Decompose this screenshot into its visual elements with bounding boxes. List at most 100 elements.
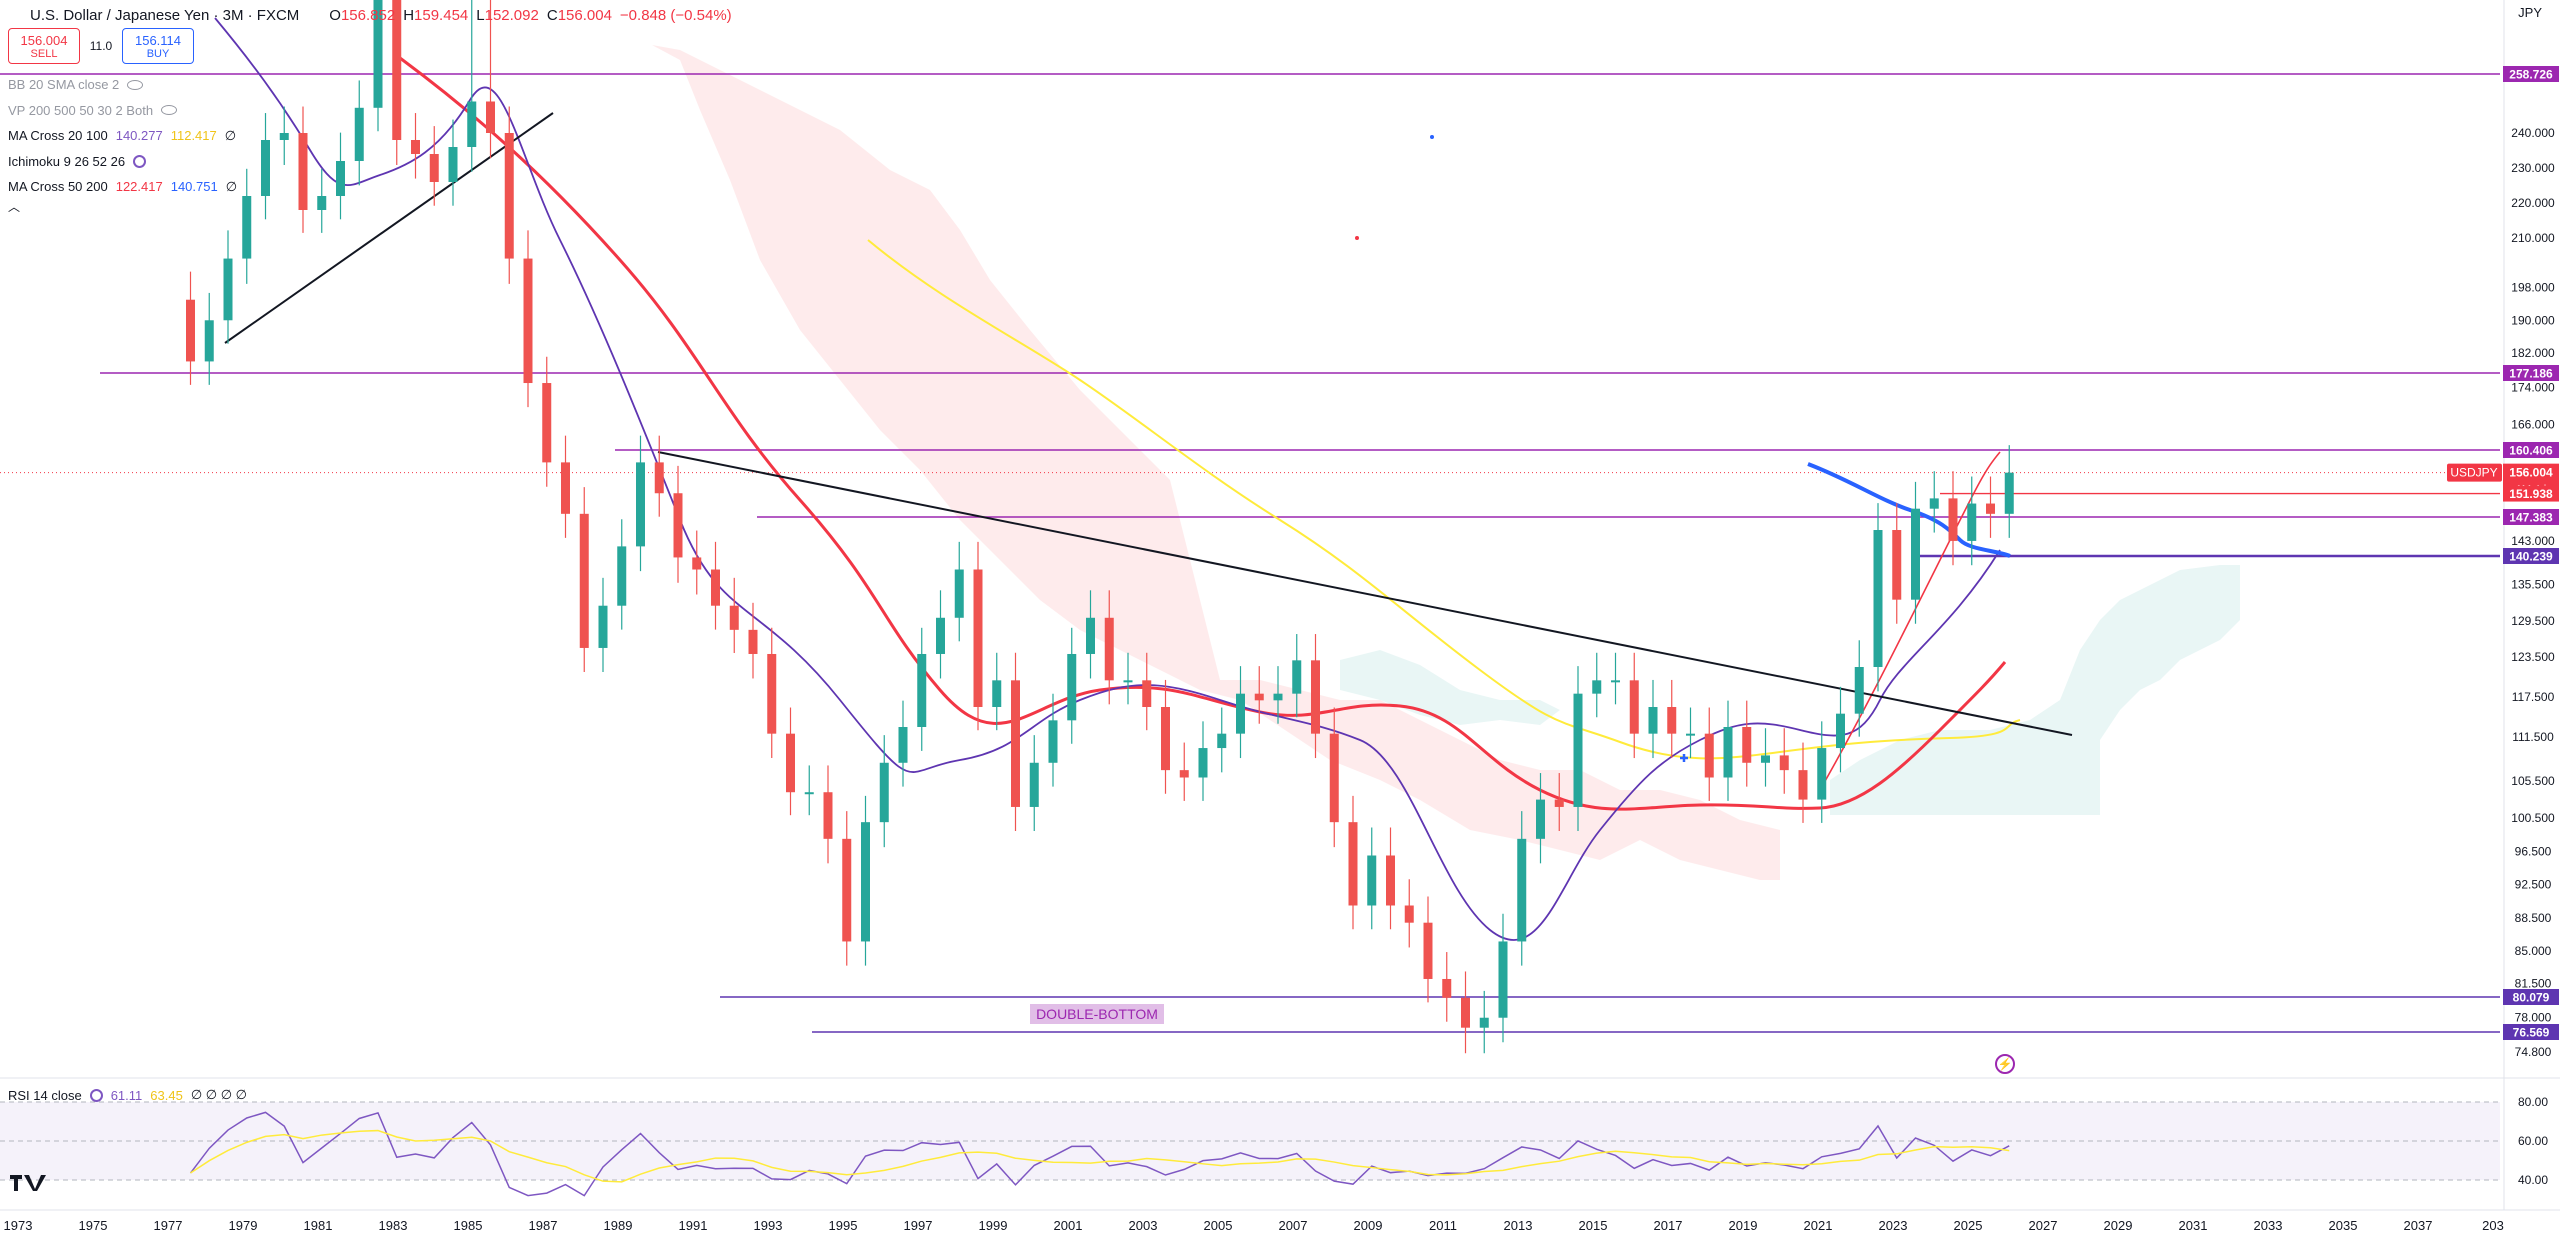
candle-body [711, 569, 720, 606]
currency-label[interactable]: JPY [2518, 5, 2542, 20]
tradingview-logo-icon[interactable] [10, 1173, 46, 1193]
ichimoku-cloud [652, 45, 2240, 880]
candle-body [1198, 748, 1208, 778]
time-tick-label: 1987 [529, 1218, 558, 1233]
candle-body [504, 133, 514, 259]
price-tick-label: 182.000 [2511, 346, 2555, 360]
rsi-empty-values: ∅ ∅ ∅ ∅ [190, 1087, 247, 1102]
time-axis[interactable]: 1973 1975 1977 1979 1981 1983 1985 1987 1989 1991… [0, 1209, 2560, 1233]
ma1-value-3: ∅ [224, 128, 237, 143]
dot-marker [1355, 236, 1359, 240]
price-tick-label: 92.500 [2515, 878, 2552, 892]
time-tick-label: 2011 [1429, 1218, 1457, 1233]
symbol-title[interactable]: U.S. Dollar / Japanese Yen · 3M · FXCM [30, 6, 300, 24]
price-tick-label: 100.500 [2511, 811, 2555, 825]
candle-body [1779, 755, 1789, 771]
candle-body [261, 140, 270, 196]
time-tick-label: 2019 [1729, 1218, 1758, 1233]
candle-body [1761, 755, 1770, 763]
level-tag [2503, 548, 2559, 564]
legend-ichimoku[interactable]: Ichimoku 9 26 52 26 [8, 149, 237, 175]
ma1-value-2: 112.417 [170, 128, 217, 143]
level-tag [2503, 442, 2559, 458]
candle-body [1892, 530, 1902, 600]
ma2-value-2: 140.751 [170, 179, 218, 194]
price-tick-label: 230.000 [2511, 161, 2555, 175]
candle-body [861, 822, 870, 942]
price-axis[interactable]: 258.726 177.186 160.406 147.383 140.239 80.07… [2447, 0, 2559, 1210]
candle-body [392, 0, 402, 140]
candle-body [692, 557, 702, 570]
candle-body [936, 617, 945, 654]
loading-icon [89, 1088, 103, 1102]
time-tick-label: 2021 [1804, 1218, 1833, 1233]
ichimoku-cloud-bullish [1340, 650, 1560, 725]
buy-button[interactable]: 156.114 BUY [122, 28, 194, 64]
rsi-line [189, 1111, 2010, 1197]
legend-bb[interactable]: BB 20 SMA close 2 [8, 72, 237, 98]
rsi-legend[interactable]: RSI 14 close 61.11 63.45 ∅ ∅ ∅ ∅ [8, 1087, 247, 1103]
level-tag [2503, 365, 2559, 381]
sell-price: 156.004 [20, 32, 68, 48]
candle-body [1217, 733, 1227, 749]
candle-body [1479, 1017, 1489, 1028]
legend-vp[interactable]: VP 200 500 50 30 2 Both [8, 98, 237, 124]
candle-body [636, 462, 645, 547]
candle-body [598, 605, 608, 648]
candle-body [1029, 762, 1039, 807]
price-tick-label: 111.500 [2512, 730, 2554, 744]
price-tick-label: 105.500 [2511, 774, 2555, 788]
candle-body [917, 653, 927, 727]
candle-body [842, 838, 852, 942]
candle-body [486, 101, 495, 133]
candle-body [1611, 680, 1620, 683]
candle-body [467, 101, 477, 147]
hidden-eye-icon[interactable] [161, 105, 178, 116]
price-tick-label: 166.000 [2511, 417, 2555, 431]
candle-body [411, 140, 420, 154]
collapse-chevron-icon[interactable]: ︿ [8, 199, 21, 214]
candle-body [279, 133, 289, 140]
candle-body [1442, 978, 1452, 998]
candle-body [1986, 503, 1995, 514]
level-tag [2503, 1024, 2559, 1040]
candle-body [298, 133, 308, 210]
ma-purple-line [214, 17, 2001, 941]
candle-body [748, 629, 758, 654]
time-tick-label: 2013 [1504, 1218, 1533, 1233]
ma1-value-1: 140.277 [115, 128, 163, 143]
candle-body [1742, 727, 1752, 763]
candle-body [579, 513, 589, 648]
rsi-tick-label: 40.00 [2518, 1173, 2548, 1187]
cross-marker [1680, 754, 1688, 762]
hidden-eye-icon[interactable] [127, 79, 144, 90]
candle-body [673, 493, 683, 558]
candle-body [1592, 680, 1602, 694]
candle-body [1686, 733, 1695, 736]
ohlc-item: L152.092 [476, 6, 539, 24]
price-tick-label: 88.500 [2515, 911, 2552, 925]
ma-blue-line [1807, 462, 2011, 558]
loading-icon [133, 154, 147, 168]
legend-ma-cross-1[interactable]: MA Cross 20 100 140.277 112.417 ∅ [8, 123, 237, 149]
ma-red-line [399, 56, 2007, 811]
time-tick-label: 1995 [829, 1218, 858, 1233]
price-tick-label: 190.000 [2511, 313, 2555, 327]
candle-body [542, 383, 552, 463]
sell-label: SELL [30, 47, 58, 60]
candle-body [992, 680, 1002, 707]
candle-body [1011, 680, 1020, 807]
sell-button[interactable]: 156.004 SELL [8, 28, 80, 64]
rsi-tick-label: 80.00 [2518, 1095, 2548, 1109]
time-tick-label: 203 [2482, 1218, 2504, 1233]
candle-body [1179, 770, 1189, 778]
trend-line-resistance [657, 451, 2073, 736]
candle-body [786, 733, 795, 793]
price-tick-label: 123.500 [2511, 650, 2555, 664]
lightning-icon[interactable]: ⚡ [1995, 1054, 2015, 1074]
legend-ma-cross-2[interactable]: MA Cross 50 200 122.417 140.751 ∅ [8, 174, 237, 200]
candle-body [1648, 707, 1658, 734]
rsi-ma-value: 63.45 [150, 1087, 183, 1103]
double-bottom-label: DOUBLE-BOTTOM [1036, 1006, 1158, 1022]
